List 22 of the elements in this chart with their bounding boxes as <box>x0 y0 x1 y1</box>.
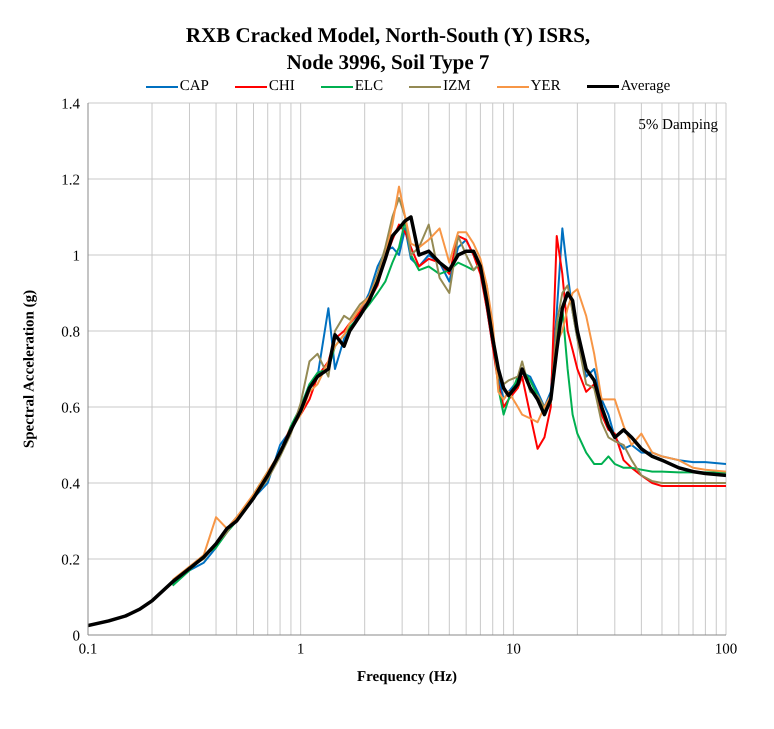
y-tick-label: 1 <box>72 248 80 264</box>
legend-label: IZM <box>443 78 471 95</box>
y-tick-label: 0.4 <box>61 476 80 492</box>
x-tick-label: 100 <box>714 642 738 658</box>
x-tick-label: 10 <box>506 642 521 658</box>
annotation: 5% Damping <box>638 117 718 134</box>
x-tick-label: 0.1 <box>78 642 98 658</box>
y-tick-label: 1.2 <box>61 172 80 188</box>
y-tick-label: 0 <box>72 628 80 644</box>
y-tick-label: 0.2 <box>61 552 80 568</box>
y-tick-label: 1.4 <box>61 96 80 112</box>
x-axis-title: Frequency (Hz) <box>356 669 458 685</box>
legend-label: YER <box>530 78 561 95</box>
legend-label: CHI <box>268 78 295 95</box>
legend-label: ELC <box>354 78 384 95</box>
chart-title: RXB Cracked Model, North-South (Y) ISRS, Node 3996, Soil Type 7 <box>184 22 592 76</box>
legend-label: Average <box>620 78 670 95</box>
legend-label: CAP <box>180 78 209 95</box>
y-axis-title: Spectral Acceleration (g) <box>21 290 38 448</box>
y-tick-label: 0.6 <box>61 400 80 416</box>
x-tick-label: 1 <box>296 642 304 658</box>
y-tick-label: 0.8 <box>61 324 80 340</box>
